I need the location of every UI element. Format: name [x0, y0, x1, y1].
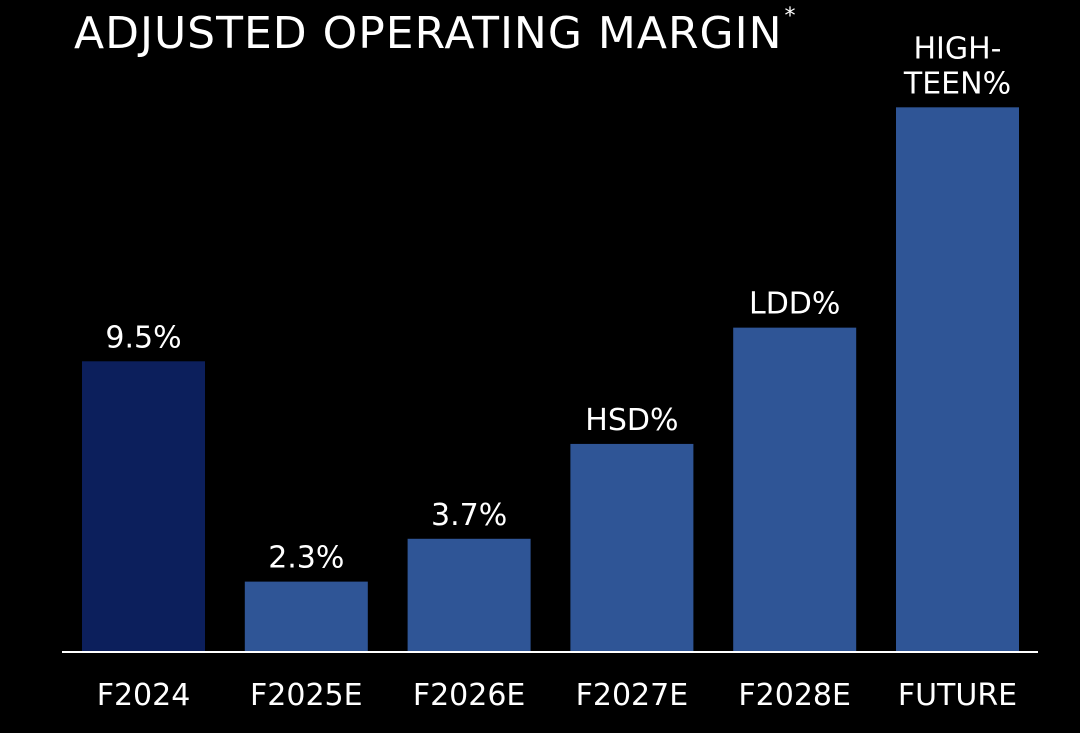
data-label-f2027e: HSD% — [585, 403, 678, 438]
bar-f2025e — [244, 581, 368, 652]
x-tick-f2026e: F2026E — [413, 678, 526, 713]
bar-f2028e — [733, 327, 857, 652]
bar-f2026e — [407, 538, 531, 652]
data-label-f2025e: 2.3% — [268, 541, 344, 576]
bar-f2027e — [570, 443, 694, 652]
title-footnote-marker: * — [784, 4, 797, 29]
chart-title: ADJUSTED OPERATING MARGIN* — [74, 4, 797, 59]
data-label-future-line1: HIGH- — [913, 31, 1001, 66]
x-tick-f2028e: F2028E — [738, 678, 851, 713]
data-label-future-line2: TEEN% — [903, 66, 1011, 101]
x-tick-future: FUTURE — [898, 678, 1017, 713]
data-label-f2028e: LDD% — [749, 287, 840, 322]
x-tick-f2024: F2024 — [97, 678, 191, 713]
x-tick-f2025e: F2025E — [250, 678, 363, 713]
data-label-f2026e: 3.7% — [431, 498, 507, 533]
bar-future — [896, 107, 1019, 652]
data-label-f2024: 9.5% — [105, 320, 181, 355]
bar-f2024 — [82, 361, 205, 652]
x-tick-f2027e: F2027E — [576, 678, 689, 713]
